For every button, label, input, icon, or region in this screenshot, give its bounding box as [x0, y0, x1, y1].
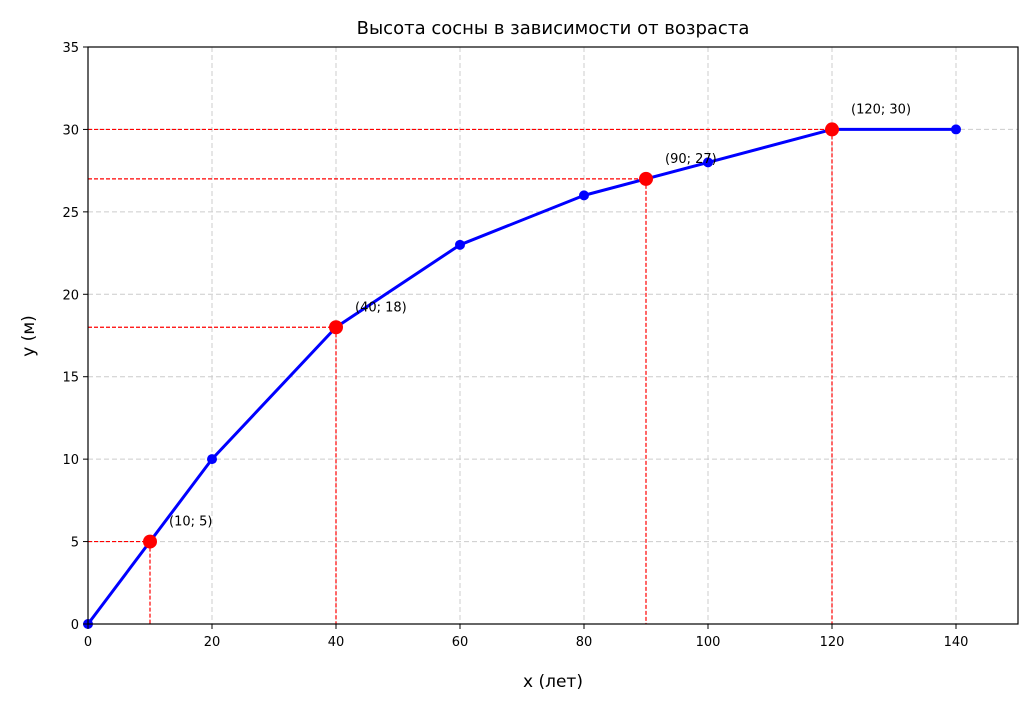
plot-frame	[87, 46, 1019, 625]
x-tick-label: 140	[944, 635, 969, 650]
chart-title: Высота сосны в зависимости от возраста	[357, 18, 750, 39]
x-tick-label: 20	[204, 635, 221, 650]
line	[86, 127, 956, 625]
y-tick-label: 25	[62, 206, 79, 221]
y-tick-label: 5	[71, 536, 79, 551]
point	[951, 124, 961, 135]
x-tick-label: 80	[576, 635, 593, 650]
annotation: (90; 27)	[665, 152, 717, 167]
highlight-point	[329, 320, 343, 335]
point	[207, 454, 217, 465]
y-tick-label: 10	[62, 453, 79, 468]
y-tick-label: 15	[62, 371, 79, 386]
x-tick-label: 40	[328, 635, 345, 650]
highlight-point	[143, 534, 157, 549]
y-axis-label: y (м)	[19, 315, 39, 357]
annotation: (120; 30)	[851, 102, 911, 117]
annotation: (40; 18)	[355, 300, 407, 315]
plot	[83, 122, 961, 629]
x-tick-label: 0	[84, 635, 92, 650]
y-tick-label: 35	[62, 41, 79, 56]
y-tick-label: 30	[62, 123, 79, 138]
point	[579, 190, 589, 201]
point	[703, 157, 713, 168]
x-tick-label: 60	[452, 635, 469, 650]
x-tick-label: 100	[696, 635, 721, 650]
point	[455, 239, 465, 250]
x-axis-label: x (лет)	[523, 672, 583, 692]
annotation: (10; 5)	[169, 515, 212, 530]
x-tick-label: 120	[820, 635, 845, 650]
y-tick-label: 0	[71, 618, 79, 633]
highlight-point	[639, 171, 653, 186]
highlight-point	[825, 122, 839, 137]
y-tick-label: 20	[62, 288, 79, 303]
